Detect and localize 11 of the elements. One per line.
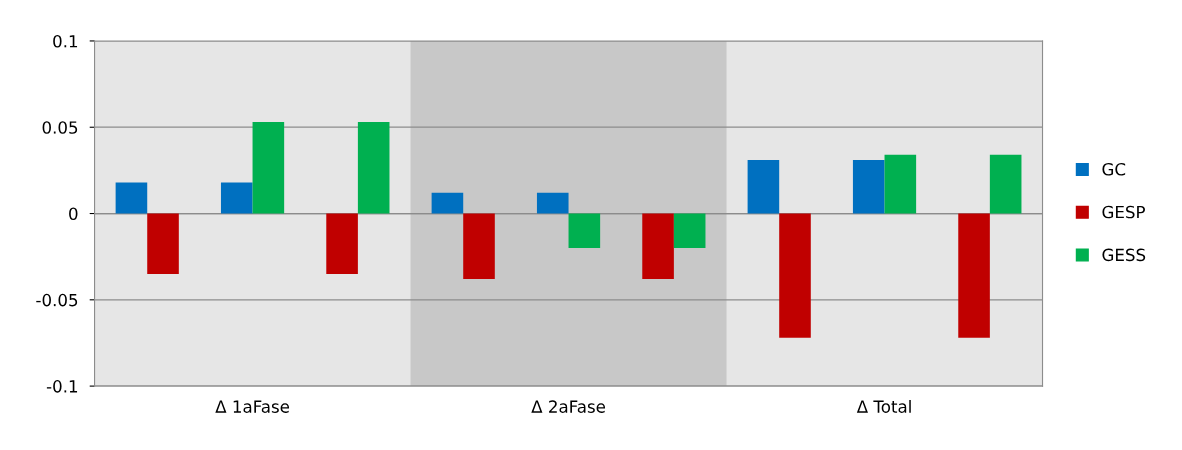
legend-label: GESS: [1102, 248, 1146, 262]
x-tick-label: Δ Total: [856, 399, 911, 413]
y-tick-label: 0.05: [42, 121, 78, 134]
legend-label: GC: [1102, 162, 1126, 176]
y-tick-label: 0.1: [53, 34, 78, 48]
legend-label: GESP: [1102, 205, 1145, 219]
y-tick-label: -0.05: [36, 293, 78, 307]
y-tick-label: -0.1: [46, 380, 78, 393]
x-tick-label: Δ 1aFase: [215, 400, 290, 413]
y-tick-label: 0: [69, 207, 78, 221]
x-tick-label: Δ 2aFase: [531, 400, 606, 413]
